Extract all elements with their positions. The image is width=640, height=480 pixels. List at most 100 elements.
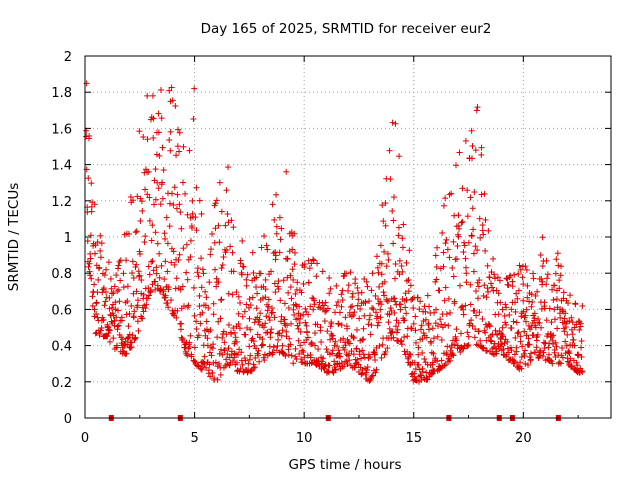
data-point [198, 284, 205, 291]
data-point [305, 257, 312, 264]
data-point [113, 342, 120, 349]
data-point [296, 315, 303, 322]
data-point [298, 289, 305, 296]
data-point [232, 334, 239, 341]
data-point [395, 224, 402, 231]
data-point [373, 344, 380, 351]
data-point [513, 344, 520, 351]
data-point [505, 282, 512, 289]
data-point [176, 251, 183, 258]
data-point [406, 247, 413, 254]
data-point [372, 292, 379, 299]
data-point [443, 236, 450, 243]
data-point [170, 248, 177, 255]
data-point [468, 155, 475, 162]
data-point [125, 334, 132, 341]
data-point [190, 115, 197, 122]
data-point [244, 271, 251, 278]
data-point [453, 255, 460, 262]
data-point [160, 288, 167, 295]
y-tick-label: 0 [64, 412, 72, 427]
data-point [216, 360, 223, 367]
data-point [152, 166, 159, 173]
data-point [120, 270, 127, 277]
data-point [521, 328, 528, 335]
data-point [531, 310, 538, 317]
data-point [177, 209, 184, 216]
data-point [485, 227, 492, 234]
data-point [434, 358, 441, 365]
data-point [524, 294, 531, 301]
data-point [127, 193, 134, 200]
data-point [287, 284, 294, 291]
data-point [319, 358, 326, 365]
data-point [521, 352, 528, 359]
data-point [300, 349, 307, 356]
data-point [221, 339, 228, 346]
data-point [311, 330, 318, 337]
data-point [327, 285, 334, 292]
data-point [412, 313, 419, 320]
data-point [324, 328, 331, 335]
data-point [553, 296, 560, 303]
data-point [242, 357, 249, 364]
data-point [98, 240, 105, 247]
data-point [522, 360, 529, 367]
data-point [562, 310, 569, 317]
data-point [219, 351, 226, 358]
data-point [434, 244, 441, 251]
data-point [406, 350, 413, 357]
data-point [98, 324, 105, 331]
data-point [522, 312, 529, 319]
data-point [210, 341, 217, 348]
data-point [510, 318, 517, 325]
data-point [214, 376, 221, 383]
data-point [233, 359, 240, 366]
data-point [485, 288, 492, 295]
data-point [375, 269, 382, 276]
data-point [364, 283, 371, 290]
data-point [511, 271, 518, 278]
data-point [263, 242, 270, 249]
data-point [511, 358, 518, 365]
data-point [378, 260, 385, 267]
data-point [101, 272, 108, 279]
y-axis-label: SRMTID / TECUs [6, 183, 22, 291]
data-point [499, 331, 506, 338]
data-point [452, 333, 459, 340]
data-point [515, 329, 522, 336]
data-point [118, 317, 125, 324]
data-point [397, 301, 404, 308]
data-point [117, 257, 124, 264]
data-point [287, 272, 294, 279]
data-point [164, 300, 171, 307]
data-point [415, 344, 422, 351]
data-point [377, 314, 384, 321]
data-point [189, 224, 196, 231]
data-point [459, 303, 466, 310]
data-point [201, 360, 208, 367]
data-point [526, 341, 533, 348]
y-tick-label: 2 [64, 50, 72, 65]
data-point [474, 104, 481, 111]
data-point [372, 309, 379, 316]
data-point [270, 349, 277, 356]
data-point [470, 226, 477, 233]
data-point [346, 340, 353, 347]
data-point [322, 361, 329, 368]
data-point [462, 264, 469, 271]
data-point [447, 309, 454, 316]
data-point [272, 252, 279, 259]
data-point [524, 282, 531, 289]
data-point [488, 338, 495, 345]
data-point [475, 295, 482, 302]
data-point [146, 271, 153, 278]
data-point [333, 302, 340, 309]
data-point [275, 285, 282, 292]
data-point [152, 278, 159, 285]
data-point [479, 227, 486, 234]
data-point [173, 314, 180, 321]
x-tick-label: 10 [296, 431, 313, 446]
data-point [217, 371, 224, 378]
data-point [375, 319, 382, 326]
